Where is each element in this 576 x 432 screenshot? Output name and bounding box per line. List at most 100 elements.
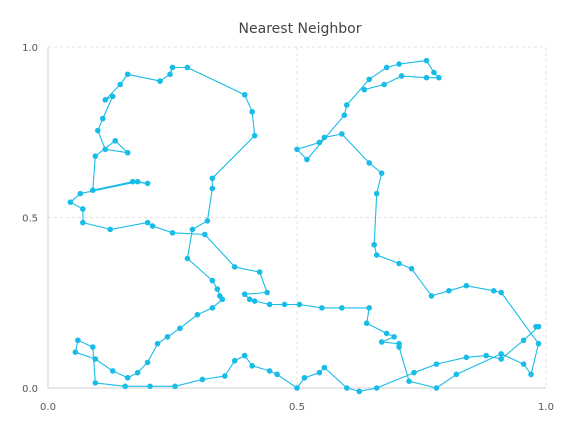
data-point [172, 383, 178, 390]
data-point [498, 289, 504, 296]
data-point [189, 226, 196, 233]
data-point [528, 371, 534, 378]
data-point [164, 334, 171, 340]
data-point [408, 265, 415, 272]
data-point [373, 385, 380, 391]
series-line [69, 60, 540, 392]
data-point [202, 231, 208, 238]
data-point [294, 385, 300, 391]
data-point [366, 160, 373, 166]
data-point [316, 369, 323, 376]
data-point [112, 137, 119, 144]
data-point [80, 219, 86, 226]
data-point [264, 289, 270, 296]
data-point [520, 361, 527, 367]
data-point [129, 178, 136, 185]
data-point [92, 153, 99, 159]
data-point [363, 320, 370, 327]
data-point [92, 356, 99, 362]
data-point [90, 344, 96, 350]
data-point [249, 363, 255, 369]
data-point [341, 112, 348, 118]
data-point [266, 368, 273, 374]
x-tick-label: 0.5 [289, 402, 305, 413]
data-point [356, 388, 363, 395]
data-point [483, 352, 490, 359]
data-point [339, 131, 345, 137]
data-point [251, 298, 258, 304]
data-point [371, 241, 377, 248]
data-point [154, 340, 161, 347]
data-point [134, 178, 141, 185]
data-point [383, 64, 390, 71]
data-point [184, 64, 191, 71]
data-point [102, 146, 109, 153]
data-point [398, 73, 405, 79]
data-point [446, 288, 452, 294]
data-point [102, 97, 109, 103]
data-point [184, 255, 191, 262]
data-point [109, 368, 116, 374]
data-point [157, 78, 163, 84]
data-point [498, 351, 504, 357]
data-point [209, 175, 216, 182]
data-point [366, 305, 373, 311]
data-point [433, 361, 440, 367]
data-point [266, 301, 273, 308]
data-point [169, 64, 176, 71]
data-point [117, 81, 124, 88]
axes: 0.00.0 0.5 0.5 1.0 1.0 [22, 43, 554, 413]
data-point [436, 74, 442, 81]
data-point [391, 334, 397, 340]
chart-title: Nearest Neighbor [239, 21, 362, 37]
data-point [321, 364, 328, 371]
data-point [241, 352, 248, 359]
data-point [147, 383, 153, 390]
data-point [396, 61, 402, 67]
data-point [122, 383, 128, 390]
data-point [433, 385, 440, 391]
data-point [378, 170, 385, 176]
data-point [124, 374, 131, 381]
data-point [67, 199, 74, 205]
data-point [177, 325, 183, 332]
data-point [316, 139, 323, 146]
data-point [209, 277, 216, 284]
data-point [72, 349, 79, 355]
data-point [77, 190, 84, 197]
y-tick-label: 1.0 [22, 43, 38, 54]
data-point [373, 252, 380, 258]
data-point [366, 76, 373, 83]
data-point [92, 380, 99, 386]
data-point [134, 369, 141, 376]
data-point [463, 354, 470, 361]
data-point [296, 301, 303, 308]
data-point [498, 356, 504, 362]
data-point [80, 206, 86, 212]
data-point [204, 218, 211, 224]
data-point [167, 71, 173, 78]
data-point [304, 156, 310, 163]
data-point [109, 93, 116, 100]
data-point [214, 286, 221, 292]
data-point [231, 357, 238, 364]
data-point [95, 127, 101, 134]
data-point [344, 102, 350, 108]
data-point [463, 282, 470, 289]
data-point [99, 115, 106, 122]
data-point [219, 296, 226, 303]
data-point [209, 185, 216, 192]
data-point [535, 340, 542, 347]
data-point [490, 288, 497, 294]
data-point [144, 180, 151, 187]
data-point [396, 260, 402, 267]
data-point [241, 291, 248, 298]
x-tick-label: 0.0 [40, 402, 56, 413]
data-point [453, 371, 460, 378]
data-point [169, 230, 176, 236]
data-point [361, 86, 368, 93]
data-point [209, 305, 216, 311]
data-point [321, 134, 328, 141]
data-point [256, 269, 263, 275]
